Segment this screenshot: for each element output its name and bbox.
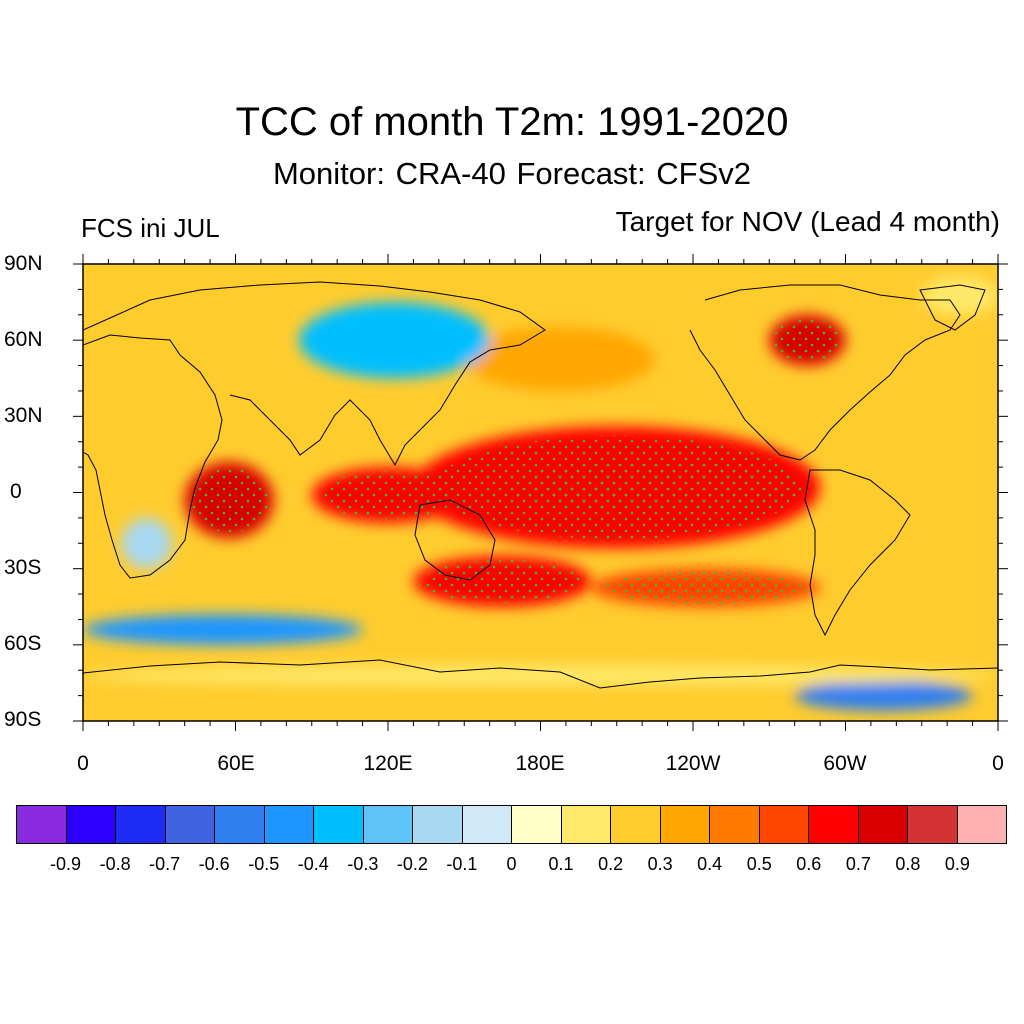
region-arctic-atlantic [921, 276, 998, 315]
colorbar-box [561, 806, 611, 843]
colorbar-box [413, 806, 463, 843]
coastline-north-america [689, 284, 961, 461]
colorbar-box [215, 806, 265, 843]
lon-label-60e: 60E [217, 752, 255, 775]
region-eurasia-north-cool [299, 302, 490, 379]
colorbar-box [512, 806, 562, 843]
colorbar-label: -0.1 [446, 854, 478, 874]
colorbar-box [66, 806, 116, 843]
colorbar-label: -0.2 [396, 854, 428, 874]
colorbar-box [908, 806, 958, 843]
colorbar-label: -0.4 [297, 854, 329, 874]
colorbar-label: 0.5 [746, 854, 772, 874]
forecast-init-label: FCS ini JUL [81, 213, 220, 243]
colorbar-box [17, 806, 67, 843]
colorbar-box [710, 806, 760, 843]
colorbar-label: 0.9 [944, 854, 970, 874]
significance-dots-southeast-pacific [602, 571, 809, 604]
coastline-south-america [804, 469, 911, 637]
colorbar-label: -0.6 [198, 854, 230, 874]
colorbar-box [611, 806, 661, 843]
colorbar [16, 805, 1007, 844]
target-month-label: Target for NOV (Lead 4 month) [615, 206, 1000, 237]
colorbar-label: 0.3 [647, 854, 673, 874]
significance-dots-hudson-bay [773, 318, 842, 362]
lat-label-equator: 0 [10, 480, 22, 503]
region-north-pacific-belt [464, 327, 655, 391]
lon-label-120w: 120W [665, 752, 721, 775]
lon-label-360: 0 [992, 752, 1004, 775]
coastline-antarctica [83, 659, 998, 689]
colorbar-box [660, 806, 710, 843]
lon-label-180e: 180E [515, 752, 565, 775]
colorbar-box [759, 806, 809, 843]
colorbar-box [165, 806, 215, 843]
map-title: TCC of month T2m: 1991-2020 [235, 100, 789, 144]
region-southern-ocean-indian [83, 614, 363, 645]
colorbar-box [858, 806, 908, 843]
significance-dots-maritime-continent [319, 471, 457, 519]
map-subtitle: Monitor: CRA-40 Forecast: CFSv2 [272, 156, 752, 191]
region-southern-africa [121, 517, 172, 569]
colorbar-box [809, 806, 859, 843]
colorbar-label: 0.7 [845, 854, 871, 874]
lon-label-0: 0 [77, 752, 89, 775]
region-antarctic-strip [83, 665, 998, 686]
colorbar-box [116, 806, 166, 843]
lat-label-30n: 30N [4, 404, 43, 427]
coastline-australia [414, 499, 496, 581]
colorbar-box [264, 806, 314, 843]
colorbar-label: 0 [506, 854, 517, 874]
colorbar-box [462, 806, 512, 843]
lat-label-90s: 90S [4, 708, 42, 731]
lat-label-60s: 60S [4, 632, 42, 655]
colorbar-label: 0.6 [796, 854, 822, 874]
lat-label-30s: 30S [4, 556, 42, 579]
lat-label-90n: 90N [4, 252, 43, 275]
coastline-greenland [919, 284, 986, 331]
colorbar-label: -0.7 [149, 854, 181, 874]
lat-label-60n: 60N [4, 328, 43, 351]
coastline-africa [83, 334, 223, 579]
colorbar-label: 0.2 [598, 854, 624, 874]
colorbar-label: -0.8 [99, 854, 131, 874]
colorbar-box [363, 806, 413, 843]
lon-label-120e: 120E [363, 752, 413, 775]
colorbar-label: 0.8 [895, 854, 921, 874]
colorbar-label: 0.1 [548, 854, 574, 874]
significance-dots-tropical-pacific-belt [433, 435, 800, 540]
lon-label-60w: 60W [823, 752, 867, 775]
coastline-eurasia [83, 281, 546, 467]
significance-dots-south-pacific-band [422, 559, 583, 603]
colorbar-box [957, 806, 1006, 843]
colorbar-label: -0.3 [347, 854, 379, 874]
colorbar-label: -0.5 [248, 854, 280, 874]
region-antarctica-pacific [794, 680, 973, 711]
colorbar-label: 0.4 [697, 854, 723, 874]
colorbar-label: -0.9 [50, 854, 82, 874]
significance-dots-indian-ocean-west [189, 467, 270, 533]
colorbar-box [314, 806, 364, 843]
